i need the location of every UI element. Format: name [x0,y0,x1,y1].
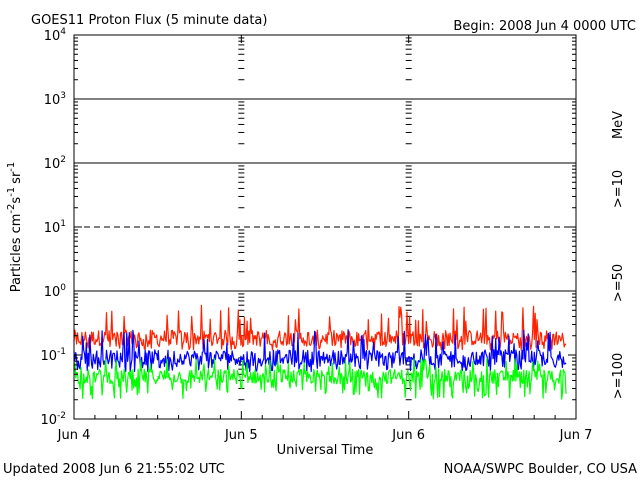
source-credit: NOAA/SWPC Boulder, CO USA [444,462,637,477]
y-tick-label: 103 [44,91,66,108]
x-tick-label: Jun 4 [57,428,91,443]
x-tick-label: Jun 5 [224,428,258,443]
y-tick-label: 101 [44,219,66,236]
x-axis-label: Universal Time [277,443,374,458]
x-tick-label: Jun 7 [559,428,593,443]
x-axis-ticks: Jun 4 Jun 5 Jun 6 Jun 7 [57,35,593,443]
x-tick-label: Jun 6 [391,428,425,443]
begin-label: Begin: 2008 Jun 4 0000 UTC [453,19,636,34]
y-tick-label: 100 [44,283,67,300]
series-line-0 [73,304,567,351]
y-tick-label: 10-1 [40,347,66,364]
series-line-2 [73,357,567,400]
y-tick-label: 10-2 [40,411,66,428]
y-tick-label: 104 [44,27,67,44]
legend-unit-mev: MeV [611,111,626,139]
reference-lines [74,98,576,292]
legend-series-10mev: >=10 [611,170,626,208]
y-tick-label: 102 [44,155,66,172]
series-line-1 [73,329,567,373]
legend-series-100mev: >=100 [611,353,626,400]
y-axis-ticks: 10-2 10-1 100 101 102 103 104 [40,27,576,428]
legend-series-50mev: >=50 [611,264,626,302]
series-lines [73,304,567,400]
y-axis-label: Particles cm-2s-1sr-1 [6,162,24,293]
chart-title: GOES11 Proton Flux (5 minute data) [31,13,267,28]
updated-timestamp: Updated 2008 Jun 6 21:55:02 UTC [3,462,225,477]
